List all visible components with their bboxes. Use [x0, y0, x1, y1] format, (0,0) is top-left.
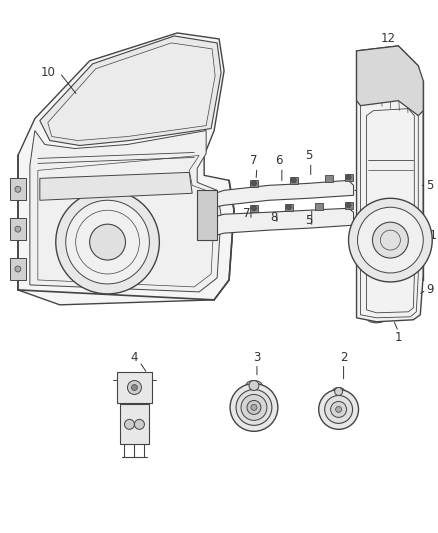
Circle shape	[325, 395, 353, 423]
Polygon shape	[357, 46, 423, 116]
Circle shape	[56, 190, 159, 294]
Text: 4: 4	[131, 351, 138, 364]
Text: 3: 3	[253, 351, 261, 364]
Bar	[345, 174, 353, 181]
Circle shape	[291, 178, 296, 183]
Circle shape	[251, 405, 257, 410]
Bar	[325, 175, 332, 182]
Circle shape	[241, 394, 267, 421]
Circle shape	[124, 419, 134, 430]
Text: 2: 2	[340, 351, 347, 364]
Circle shape	[236, 390, 272, 425]
Text: 7: 7	[243, 207, 251, 220]
Text: 9: 9	[427, 284, 434, 296]
Circle shape	[357, 207, 423, 273]
Text: 11: 11	[423, 229, 438, 241]
Circle shape	[15, 226, 21, 232]
Circle shape	[66, 200, 149, 284]
Bar	[285, 204, 293, 211]
Polygon shape	[40, 172, 192, 200]
Polygon shape	[40, 36, 221, 146]
Bar	[117, 372, 152, 403]
Circle shape	[286, 205, 291, 209]
Bar	[10, 258, 26, 280]
Circle shape	[247, 400, 261, 414]
Bar	[290, 177, 298, 184]
Circle shape	[346, 175, 351, 180]
Text: 7: 7	[250, 154, 258, 167]
Bar	[315, 203, 323, 210]
Circle shape	[336, 407, 342, 413]
Text: 8: 8	[270, 211, 278, 224]
Circle shape	[15, 266, 21, 272]
Polygon shape	[18, 33, 234, 305]
Circle shape	[90, 224, 125, 260]
Text: 1: 1	[395, 331, 402, 344]
Text: 5: 5	[427, 179, 434, 192]
Circle shape	[331, 401, 346, 417]
Bar	[250, 180, 258, 187]
Text: 5: 5	[305, 149, 312, 162]
Text: 10: 10	[40, 66, 55, 79]
Polygon shape	[48, 43, 215, 141]
Text: 12: 12	[381, 33, 396, 45]
Circle shape	[127, 381, 141, 394]
Circle shape	[134, 419, 145, 430]
Polygon shape	[209, 180, 353, 208]
Circle shape	[335, 387, 343, 395]
Text: 5: 5	[305, 214, 312, 227]
Circle shape	[251, 206, 257, 211]
Circle shape	[249, 381, 259, 391]
Polygon shape	[357, 46, 423, 322]
Circle shape	[319, 390, 359, 430]
Text: 6: 6	[275, 154, 283, 167]
Bar	[197, 190, 217, 240]
Bar	[250, 205, 258, 212]
Circle shape	[230, 384, 278, 431]
Circle shape	[346, 203, 351, 208]
Bar	[10, 218, 26, 240]
Circle shape	[251, 181, 257, 186]
Bar	[120, 405, 149, 445]
Circle shape	[131, 384, 138, 391]
Circle shape	[15, 187, 21, 192]
Circle shape	[372, 222, 408, 258]
Polygon shape	[30, 131, 221, 292]
Bar	[10, 179, 26, 200]
Bar	[345, 202, 353, 209]
Circle shape	[349, 198, 432, 282]
Polygon shape	[209, 208, 353, 237]
